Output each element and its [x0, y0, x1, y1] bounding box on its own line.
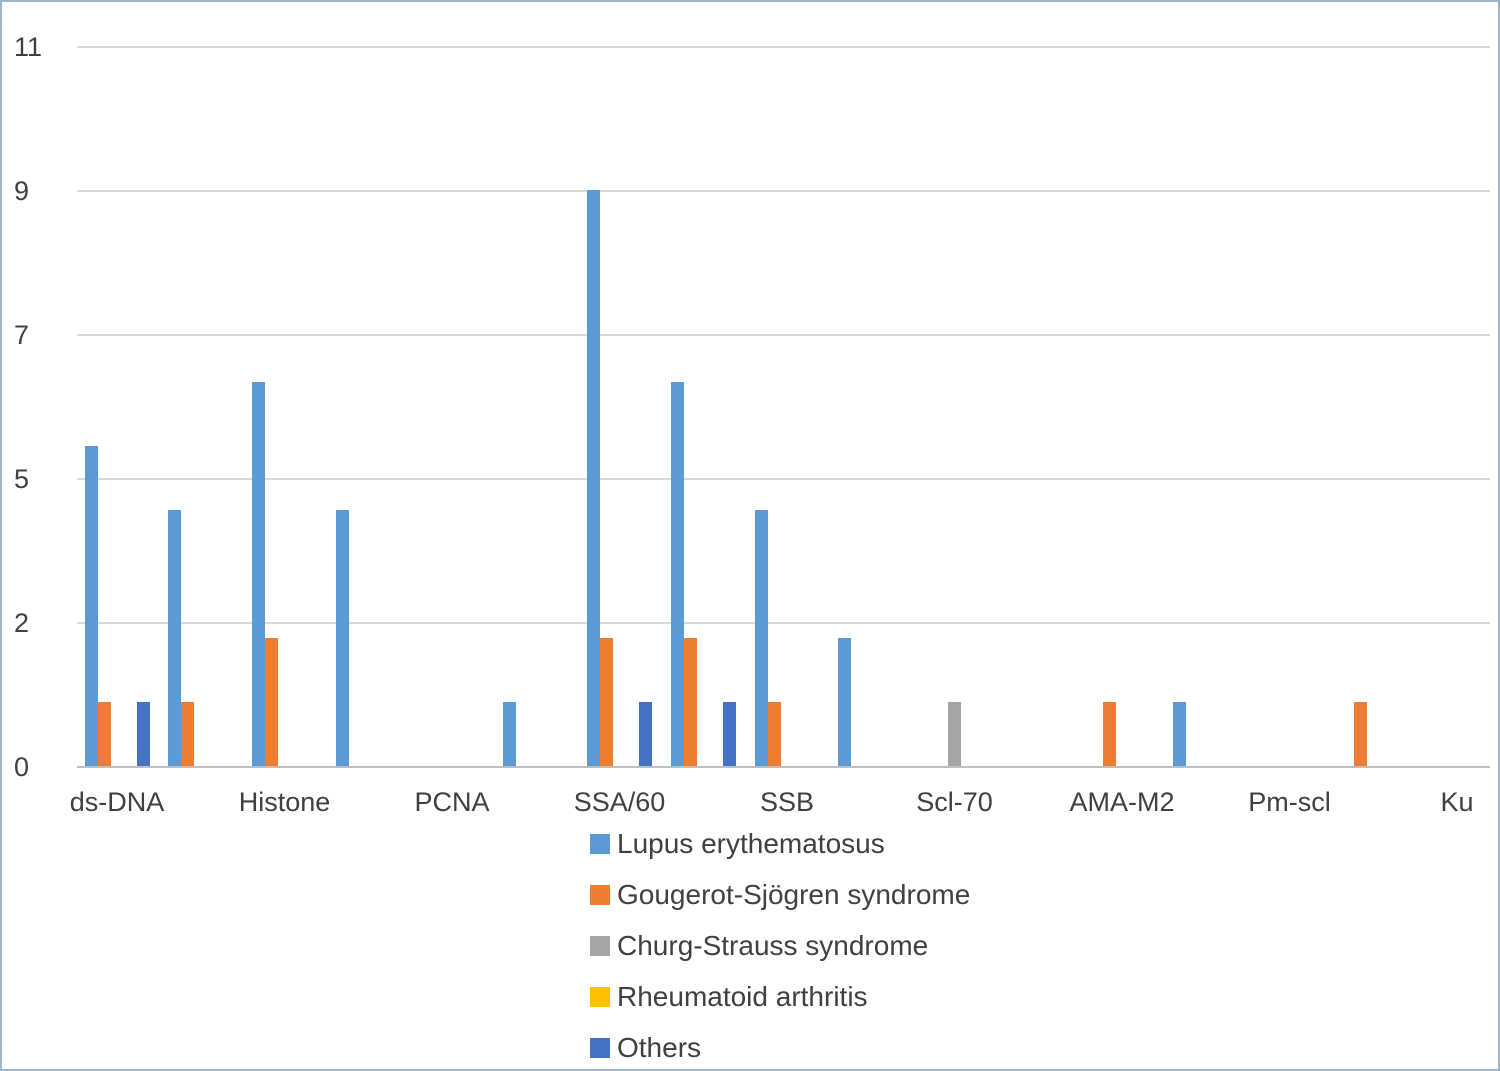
legend-item-churg-strauss-syndrome: Churg-Strauss syndrome	[590, 920, 970, 971]
bar-gougerot-sj-gren-syndrome-group-15	[1353, 702, 1367, 766]
x-axis-label-ssa-60: SSA/60	[573, 787, 666, 817]
bar-lupus-erythematosus-group-9	[838, 638, 852, 766]
legend-label: Churg-Strauss syndrome	[617, 929, 929, 961]
y-axis-tick-label-9: 9	[14, 176, 30, 206]
bar-gougerot-sj-gren-syndrome-group-12	[1102, 702, 1116, 766]
legend-swatch-icon	[590, 833, 610, 854]
bar-lupus-erythematosus-group-3	[335, 510, 349, 766]
bar-lupus-erythematosus-group-6	[587, 190, 600, 766]
bar-lupus-erythematosus-group-1	[168, 510, 182, 766]
legend-item-others: Others	[590, 1022, 970, 1069]
bar-lupus-erythematosus-group-0	[84, 446, 98, 766]
x-axis-label-ds-dna: ds-DNA	[69, 787, 165, 817]
bar-churg-strauss-syndrome-group-10	[948, 702, 961, 766]
legend-item-gougerot-sj-gren-syndrome: Gougerot-Sjögren syndrome	[590, 869, 970, 920]
y-axis-tick-label-5: 5	[14, 464, 30, 494]
gridline	[77, 334, 1490, 336]
gridline	[77, 46, 1490, 48]
y-axis-tick-label-2: 2	[14, 608, 30, 638]
bar-lupus-erythematosus-group-13	[1173, 702, 1187, 766]
gridline	[77, 478, 1490, 480]
legend-swatch-icon	[590, 884, 610, 905]
legend-label: Lupus erythematosus	[617, 827, 885, 859]
x-axis-label-pcna: PCNA	[414, 787, 490, 817]
legend-label: Others	[617, 1031, 702, 1063]
legend-label: Rheumatoid arthritis	[617, 980, 868, 1012]
legend-item-rheumatoid-arthritis: Rheumatoid arthritis	[590, 971, 970, 1022]
bar-gougerot-sj-gren-syndrome-group-2	[265, 638, 278, 766]
gridline	[77, 190, 1490, 192]
x-axis-line	[77, 766, 1490, 768]
legend-swatch-icon	[590, 935, 610, 956]
bar-others-group-0	[136, 702, 150, 766]
legend-label: Gougerot-Sjögren syndrome	[617, 878, 971, 910]
bar-lupus-erythematosus-group-5	[503, 702, 517, 766]
legend: Lupus erythematosus Gougerot-Sjögren synd…	[590, 818, 970, 1069]
legend-swatch-icon	[590, 1037, 610, 1058]
y-axis-tick-label-7: 7	[14, 320, 30, 350]
y-axis-tick-label-11: 11	[14, 32, 43, 62]
x-axis-label-ama-m2: AMA-M2	[1069, 787, 1175, 817]
x-axis-label-scl-70: Scl-70	[916, 787, 993, 817]
bar-lupus-erythematosus-group-2	[252, 382, 265, 766]
bar-others-group-6	[639, 702, 652, 766]
legend-swatch-icon	[590, 986, 610, 1007]
legend-item-lupus-erythematosus: Lupus erythematosus	[590, 818, 970, 869]
bar-others-group-7	[722, 702, 736, 766]
y-axis-tick-label-0: 0	[14, 752, 30, 782]
x-axis-label-ku: Ku	[1440, 787, 1474, 817]
bar-lupus-erythematosus-group-7	[670, 382, 684, 766]
bar-lupus-erythematosus-group-8	[754, 510, 768, 766]
gridline	[77, 622, 1490, 624]
plot-area	[77, 46, 1490, 768]
bar-gougerot-sj-gren-syndrome-group-6	[600, 638, 613, 766]
bar-gougerot-sj-gren-syndrome-group-0	[97, 702, 111, 766]
x-axis-label-ssb: SSB	[759, 787, 815, 817]
bar-gougerot-sj-gren-syndrome-group-1	[181, 702, 195, 766]
x-axis-label-pm-scl: Pm-scl	[1248, 787, 1331, 817]
x-axis-label-histone: Histone	[238, 787, 331, 817]
bar-gougerot-sj-gren-syndrome-group-8	[767, 702, 781, 766]
bar-gougerot-sj-gren-syndrome-group-7	[683, 638, 697, 766]
